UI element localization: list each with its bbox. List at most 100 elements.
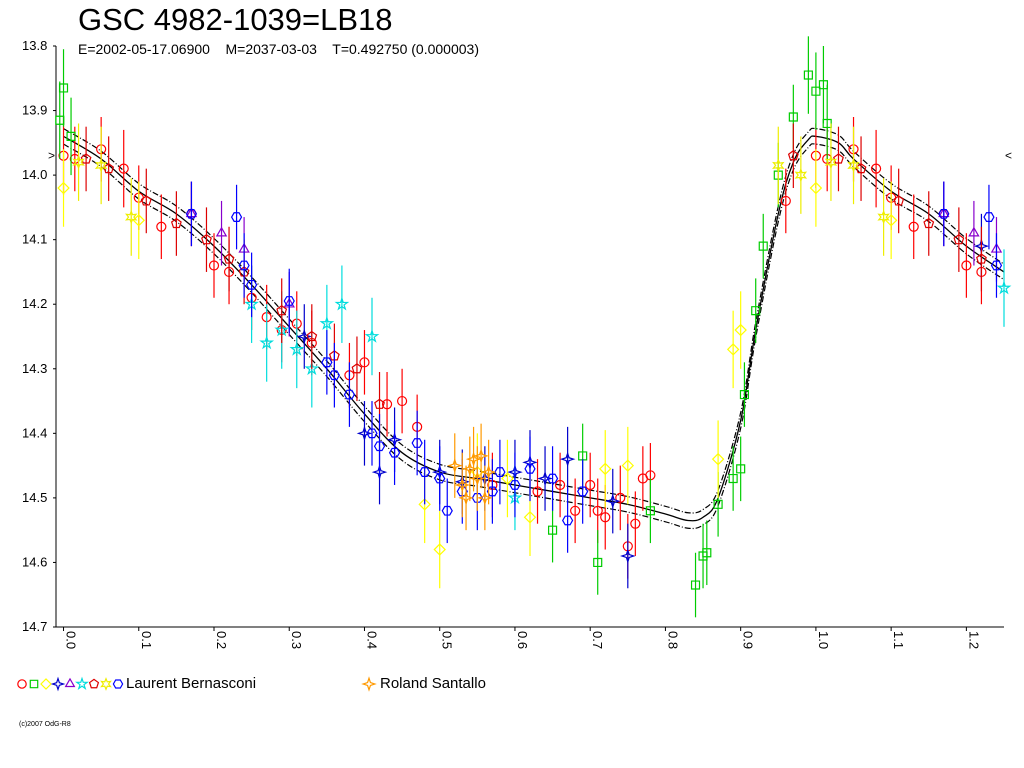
data-point — [289, 341, 305, 356]
data-point — [788, 112, 798, 122]
x-tick-label: 0.3 — [289, 631, 304, 649]
data-point — [283, 296, 295, 306]
x-tick-label: 0.9 — [741, 631, 756, 649]
data-point — [893, 195, 905, 206]
data-point — [726, 343, 740, 356]
data-point — [877, 209, 890, 225]
data-point — [118, 163, 129, 174]
series-1 — [55, 36, 832, 618]
data-point — [57, 181, 70, 195]
data-point — [480, 464, 497, 480]
data-point — [473, 448, 489, 464]
light-curve-chart: 13.8 13.9 14.0 14.1 14.2 14.3 14.4 14.5 14.6 14.7… — [22, 36, 1012, 649]
data-point — [374, 398, 385, 409]
legend-item-santallo: Roland Santallo — [360, 674, 486, 694]
data-point — [870, 163, 882, 174]
data-point — [938, 208, 950, 219]
data-point — [66, 131, 76, 141]
data-point — [811, 86, 821, 96]
data-point — [758, 241, 768, 251]
data-point — [787, 150, 799, 161]
series-9 — [446, 423, 497, 531]
data-point — [419, 467, 431, 477]
legend-marker — [17, 679, 27, 689]
data-point — [334, 296, 350, 311]
data-point — [434, 473, 446, 484]
data-point — [809, 181, 823, 195]
data-point — [156, 221, 167, 232]
data-point — [847, 158, 860, 173]
y-tick-label: 14.0 — [22, 167, 47, 182]
chart-subtitle: E=2002-05-17.06900 M=2037-03-03 T=0.4927… — [78, 41, 479, 57]
left-side-mark: > — [48, 149, 55, 163]
data-point — [471, 465, 484, 479]
data-point — [968, 226, 980, 237]
data-point — [328, 370, 341, 381]
data-point — [458, 490, 474, 506]
data-point — [621, 459, 635, 472]
data-point — [578, 451, 588, 461]
series-6 — [80, 123, 987, 437]
legend-marker — [112, 679, 124, 689]
data-point — [713, 499, 723, 509]
legend-marker — [100, 677, 112, 691]
data-point — [465, 451, 482, 467]
data-point — [908, 221, 919, 232]
y-tick-label: 13.8 — [22, 38, 47, 53]
data-point — [446, 457, 463, 474]
data-point — [773, 170, 783, 180]
x-tick-label: 0.1 — [139, 631, 154, 649]
data-point — [319, 315, 335, 330]
data-point — [570, 505, 581, 516]
data-point — [238, 260, 250, 271]
data-point — [132, 214, 146, 227]
y-tick-label: 14.2 — [22, 296, 47, 311]
data-point — [462, 461, 478, 477]
data-point — [598, 462, 612, 476]
legend-marker — [64, 677, 76, 688]
data-point — [523, 511, 537, 524]
data-point — [585, 479, 596, 491]
x-tick-label: 1.0 — [816, 631, 831, 649]
data-point — [304, 361, 320, 376]
data-point — [593, 557, 603, 568]
data-point — [824, 154, 838, 170]
data-point — [604, 493, 621, 509]
data-point — [645, 506, 655, 516]
data-point — [818, 80, 829, 90]
y-tick-label: 13.9 — [22, 103, 47, 118]
data-point — [306, 330, 318, 342]
data-point — [486, 486, 499, 497]
data-point — [976, 253, 987, 264]
legend-marker — [74, 676, 90, 691]
data-point — [524, 463, 536, 474]
data-point — [215, 226, 228, 237]
x-tick-label: 0.6 — [515, 631, 530, 649]
data-point — [259, 335, 275, 350]
data-point — [276, 304, 288, 316]
data-point — [690, 580, 701, 590]
x-tick-label: 1.1 — [891, 631, 906, 649]
data-point — [822, 118, 832, 129]
data-point — [577, 486, 589, 497]
y-tick-label: 14.6 — [22, 554, 47, 569]
data-point — [364, 328, 380, 343]
data-point — [381, 399, 393, 410]
legend-item-bernasconi: Laurent Bernasconi — [16, 674, 256, 694]
data-point — [923, 217, 935, 229]
data-point — [559, 451, 576, 467]
legend-marker-icon — [361, 676, 377, 692]
data-point — [546, 473, 559, 484]
x-tick-label: 0.0 — [64, 631, 79, 649]
x-tick-label: 0.5 — [440, 631, 455, 649]
data-point — [469, 470, 486, 487]
data-point — [411, 438, 423, 448]
axes: 13.8 13.9 14.0 14.1 14.2 14.3 14.4 14.5 14.6 14.7… — [22, 38, 1012, 649]
y-tick-label: 14.7 — [22, 619, 47, 634]
data-points — [55, 36, 1012, 618]
data-point — [990, 260, 1003, 271]
chart-title: GSC 4982-1039=LB18 — [78, 2, 393, 37]
data-point — [751, 306, 761, 316]
x-tick-label: 1.2 — [966, 631, 981, 649]
data-point — [366, 428, 378, 439]
